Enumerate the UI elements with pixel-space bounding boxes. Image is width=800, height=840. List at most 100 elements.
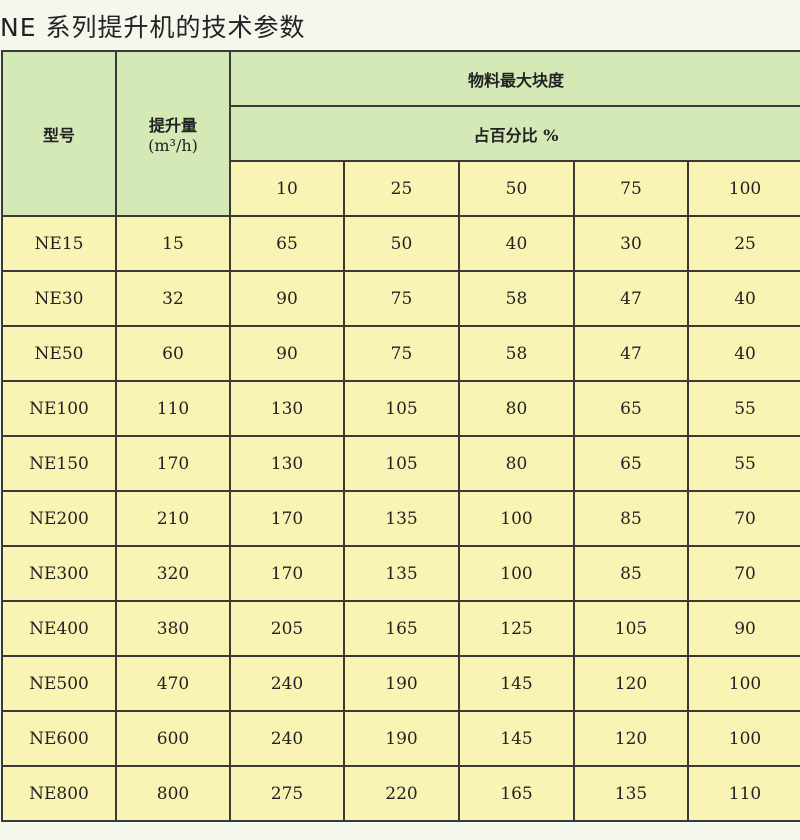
spec-table: 型号 提升量 (m³/h) 物料最大块度 占百分比 % 10 25 50 75 … bbox=[1, 50, 800, 822]
value-cell: 105 bbox=[343, 380, 460, 437]
capacity-cell: 800 bbox=[115, 765, 231, 822]
table-row: NE100 110 130 105 80 65 55 bbox=[1, 380, 800, 437]
model-cell: NE300 bbox=[1, 545, 117, 602]
value-cell: 50 bbox=[343, 215, 460, 272]
capacity-cell: 600 bbox=[115, 710, 231, 767]
value-cell: 40 bbox=[686, 325, 800, 382]
table-row: NE30 32 90 75 58 47 40 bbox=[1, 270, 800, 327]
header-capacity-label: 提升量 bbox=[148, 116, 197, 135]
header-percent: 占百分比 % bbox=[228, 105, 800, 162]
model-cell: NE500 bbox=[1, 655, 117, 712]
percent-col: 100 bbox=[686, 160, 800, 217]
table-row: NE400 380 205 165 125 105 90 bbox=[1, 600, 800, 657]
value-cell: 70 bbox=[686, 545, 800, 602]
capacity-cell: 60 bbox=[115, 325, 231, 382]
capacity-cell: 15 bbox=[115, 215, 231, 272]
capacity-cell: 110 bbox=[115, 380, 231, 437]
model-cell: NE50 bbox=[1, 325, 117, 382]
model-cell: NE800 bbox=[1, 765, 117, 822]
value-cell: 58 bbox=[458, 270, 575, 327]
value-cell: 80 bbox=[458, 435, 575, 492]
model-cell: NE400 bbox=[1, 600, 117, 657]
value-cell: 30 bbox=[573, 215, 689, 272]
value-cell: 90 bbox=[229, 325, 345, 382]
header-capacity-unit: (m³/h) bbox=[148, 136, 198, 155]
percent-col: 75 bbox=[573, 160, 689, 217]
model-cell: NE600 bbox=[1, 710, 117, 767]
value-cell: 125 bbox=[458, 600, 575, 657]
value-cell: 135 bbox=[573, 765, 689, 822]
value-cell: 110 bbox=[686, 765, 800, 822]
value-cell: 190 bbox=[343, 710, 460, 767]
value-cell: 135 bbox=[343, 490, 460, 547]
value-cell: 165 bbox=[458, 765, 575, 822]
value-cell: 25 bbox=[686, 215, 800, 272]
table-row: NE500 470 240 190 145 120 100 bbox=[1, 655, 800, 712]
percent-col: 10 bbox=[229, 160, 345, 217]
value-cell: 190 bbox=[343, 655, 460, 712]
value-cell: 240 bbox=[229, 655, 345, 712]
percent-col: 25 bbox=[343, 160, 460, 217]
capacity-cell: 320 bbox=[115, 545, 231, 602]
value-cell: 240 bbox=[229, 710, 345, 767]
value-cell: 55 bbox=[686, 435, 800, 492]
value-cell: 170 bbox=[229, 545, 345, 602]
capacity-cell: 170 bbox=[115, 435, 231, 492]
table-row: NE50 60 90 75 58 47 40 bbox=[1, 325, 800, 382]
capacity-cell: 470 bbox=[115, 655, 231, 712]
value-cell: 145 bbox=[458, 710, 575, 767]
table-row: NE600 600 240 190 145 120 100 bbox=[1, 710, 800, 767]
value-cell: 65 bbox=[573, 435, 689, 492]
percent-col: 50 bbox=[458, 160, 575, 217]
value-cell: 47 bbox=[573, 325, 689, 382]
value-cell: 100 bbox=[686, 655, 800, 712]
table-row: NE200 210 170 135 100 85 70 bbox=[1, 490, 800, 547]
value-cell: 55 bbox=[686, 380, 800, 437]
header-model: 型号 bbox=[1, 50, 117, 217]
value-cell: 205 bbox=[229, 600, 345, 657]
value-cell: 220 bbox=[343, 765, 460, 822]
table-row: NE150 170 130 105 80 65 55 bbox=[1, 435, 800, 492]
value-cell: 40 bbox=[458, 215, 575, 272]
value-cell: 65 bbox=[573, 380, 689, 437]
header-capacity: 提升量 (m³/h) bbox=[115, 50, 231, 217]
value-cell: 75 bbox=[343, 325, 460, 382]
model-cell: NE100 bbox=[1, 380, 117, 437]
header-max-lump: 物料最大块度 bbox=[228, 50, 800, 107]
model-cell: NE200 bbox=[1, 490, 117, 547]
value-cell: 145 bbox=[458, 655, 575, 712]
model-cell: NE150 bbox=[1, 435, 117, 492]
value-cell: 70 bbox=[686, 490, 800, 547]
value-cell: 85 bbox=[573, 490, 689, 547]
value-cell: 100 bbox=[458, 545, 575, 602]
capacity-cell: 32 bbox=[115, 270, 231, 327]
value-cell: 275 bbox=[229, 765, 345, 822]
value-cell: 165 bbox=[343, 600, 460, 657]
model-cell: NE15 bbox=[1, 215, 117, 272]
value-cell: 40 bbox=[686, 270, 800, 327]
value-cell: 65 bbox=[229, 215, 345, 272]
value-cell: 130 bbox=[229, 380, 345, 437]
table-row: NE300 320 170 135 100 85 70 bbox=[1, 545, 800, 602]
table-row: NE800 800 275 220 165 135 110 bbox=[1, 765, 800, 822]
value-cell: 135 bbox=[343, 545, 460, 602]
capacity-cell: 380 bbox=[115, 600, 231, 657]
value-cell: 80 bbox=[458, 380, 575, 437]
value-cell: 100 bbox=[686, 710, 800, 767]
value-cell: 105 bbox=[343, 435, 460, 492]
value-cell: 120 bbox=[573, 655, 689, 712]
value-cell: 85 bbox=[573, 545, 689, 602]
value-cell: 58 bbox=[458, 325, 575, 382]
table-row: NE15 15 65 50 40 30 25 bbox=[1, 215, 800, 272]
capacity-cell: 210 bbox=[115, 490, 231, 547]
value-cell: 105 bbox=[573, 600, 689, 657]
value-cell: 75 bbox=[343, 270, 460, 327]
model-cell: NE30 bbox=[1, 270, 117, 327]
page-title: NE 系列提升机的技术参数 bbox=[0, 13, 306, 42]
value-cell: 170 bbox=[229, 490, 345, 547]
value-cell: 120 bbox=[573, 710, 689, 767]
value-cell: 90 bbox=[686, 600, 800, 657]
value-cell: 100 bbox=[458, 490, 575, 547]
value-cell: 130 bbox=[229, 435, 345, 492]
value-cell: 90 bbox=[229, 270, 345, 327]
